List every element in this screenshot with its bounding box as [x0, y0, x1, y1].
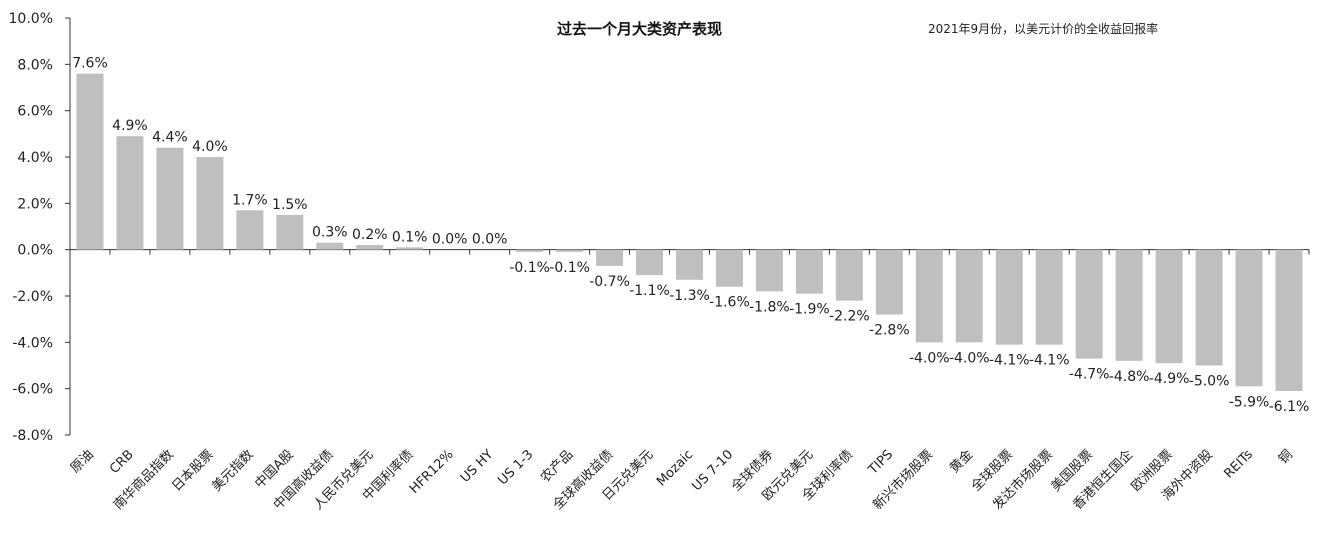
- data-label: -0.7%: [589, 274, 630, 290]
- bar: [795, 249, 823, 294]
- bar: [156, 147, 184, 250]
- data-label: 4.4%: [152, 130, 188, 146]
- bar: [76, 73, 104, 250]
- data-label: -2.2%: [829, 309, 870, 325]
- data-label: -4.0%: [909, 350, 950, 366]
- x-tick-label: 黄金: [946, 447, 976, 477]
- data-label: -4.1%: [989, 353, 1030, 369]
- bar: [596, 249, 624, 266]
- y-tick-label: -2.0%: [12, 289, 53, 305]
- bar: [995, 249, 1023, 345]
- bar: [116, 136, 144, 250]
- y-tick-label: 10.0%: [9, 11, 53, 27]
- x-tick-label: 美元指数: [209, 447, 256, 494]
- bar: [276, 214, 304, 250]
- x-tick-label: HFR12%: [407, 447, 457, 497]
- bar: [196, 157, 224, 250]
- data-label: -1.6%: [709, 295, 750, 311]
- x-tick-label: US 7-10: [689, 447, 736, 494]
- bar: [755, 249, 783, 292]
- data-label: -4.1%: [1029, 353, 1070, 369]
- data-label: -4.7%: [1069, 367, 1110, 383]
- bar: [1235, 249, 1263, 387]
- data-label: 0.1%: [392, 229, 428, 245]
- data-label: -1.9%: [789, 302, 830, 318]
- bar: [356, 245, 384, 250]
- chart-subtitle: 2021年9月份，以美元计价的全收益回报率: [928, 22, 1159, 36]
- y-tick-label: -8.0%: [12, 428, 53, 444]
- data-label: -1.3%: [669, 288, 710, 304]
- x-tick-label: CRB: [107, 447, 137, 477]
- x-tick-label: US HY: [458, 447, 497, 486]
- bar: [915, 249, 943, 343]
- data-label: 0.0%: [432, 232, 468, 248]
- data-label: 0.0%: [472, 232, 508, 248]
- data-label: 1.5%: [272, 197, 308, 213]
- data-label: 4.0%: [192, 139, 228, 155]
- y-tick-label: 6.0%: [17, 104, 53, 120]
- bar: [396, 247, 424, 250]
- x-tick-label: US 1-3: [495, 447, 536, 488]
- data-label: -6.1%: [1269, 399, 1310, 415]
- bar: [955, 249, 983, 343]
- data-label: -0.1%: [549, 260, 590, 276]
- data-label: -5.9%: [1229, 394, 1270, 410]
- bar: [236, 210, 264, 250]
- data-label: -1.1%: [629, 283, 670, 299]
- bar: [636, 249, 664, 276]
- x-tick-label: TIPS: [865, 447, 896, 478]
- y-tick-label: 0.0%: [17, 243, 53, 259]
- bar: [1275, 249, 1303, 391]
- bar: [1155, 249, 1183, 364]
- bar: [516, 249, 544, 252]
- x-tick-label: 日本股票: [169, 447, 216, 494]
- data-label: 1.7%: [232, 192, 268, 208]
- bar: [715, 249, 743, 287]
- data-label: 0.3%: [312, 225, 348, 241]
- bar: [1195, 249, 1223, 366]
- x-tick-label: REITs: [1221, 447, 1256, 482]
- y-tick-label: 2.0%: [17, 196, 53, 212]
- data-label: 7.6%: [72, 56, 108, 72]
- y-tick-label: 8.0%: [17, 57, 53, 73]
- chart-title: 过去一个月大类资产表现: [557, 20, 723, 38]
- bar: [835, 249, 863, 301]
- data-label: -2.8%: [869, 323, 910, 339]
- bar: [676, 249, 703, 280]
- data-label: -4.8%: [1109, 369, 1150, 385]
- bar: [1115, 249, 1143, 361]
- x-tick-label: 铜: [1276, 447, 1296, 467]
- data-label: 4.9%: [112, 118, 148, 134]
- bar: [556, 249, 584, 252]
- x-tick-label: 农产品: [538, 447, 576, 485]
- bar: [1035, 249, 1063, 345]
- data-label: -1.8%: [749, 299, 790, 315]
- y-tick-label: 4.0%: [17, 150, 53, 166]
- data-label: -5.0%: [1189, 374, 1230, 390]
- y-tick-label: -4.0%: [12, 335, 53, 351]
- bar: [875, 249, 903, 315]
- data-label: -0.1%: [509, 260, 550, 276]
- y-tick-label: -6.0%: [12, 382, 53, 398]
- data-label: 0.2%: [352, 227, 388, 243]
- x-tick-label: 原油: [68, 447, 97, 476]
- data-label: -4.9%: [1149, 371, 1190, 387]
- data-label: -4.0%: [949, 350, 990, 366]
- bar: [1075, 249, 1103, 359]
- bar: [316, 242, 344, 250]
